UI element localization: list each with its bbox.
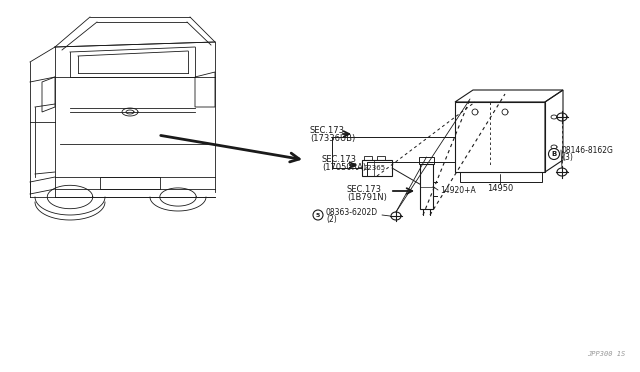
Text: B: B	[552, 151, 557, 157]
Text: (2): (2)	[326, 215, 337, 224]
Text: (1B791N): (1B791N)	[347, 192, 387, 202]
Bar	[419, 157, 434, 164]
Text: 14920+A: 14920+A	[440, 186, 476, 195]
Text: 08146-8162G: 08146-8162G	[562, 145, 614, 154]
Bar	[364, 156, 372, 160]
Bar	[420, 164, 433, 209]
Text: JPP300 1S: JPP300 1S	[587, 351, 625, 357]
Bar	[100, 177, 160, 189]
Text: 22365: 22365	[364, 165, 386, 171]
Bar	[455, 102, 545, 172]
Text: SEC.173: SEC.173	[322, 154, 357, 164]
Text: SEC.173: SEC.173	[310, 125, 345, 135]
Circle shape	[548, 148, 559, 160]
Circle shape	[313, 210, 323, 220]
Text: SEC.173: SEC.173	[347, 185, 382, 193]
Bar	[460, 172, 542, 182]
Text: 08363-6202D: 08363-6202D	[326, 208, 378, 217]
Bar	[377, 156, 385, 160]
Text: (3): (3)	[562, 153, 573, 161]
Text: (17336UB): (17336UB)	[310, 134, 355, 142]
Text: (17050RA): (17050RA)	[322, 163, 366, 171]
Bar	[362, 160, 392, 176]
Text: 5: 5	[316, 212, 320, 218]
Text: 14950: 14950	[487, 183, 513, 192]
